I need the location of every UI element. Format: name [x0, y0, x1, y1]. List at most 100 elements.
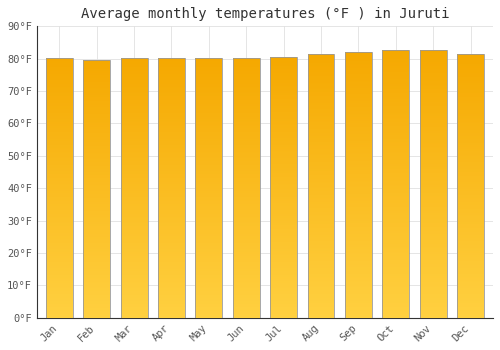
Bar — [345, 91, 372, 93]
Bar — [308, 134, 334, 136]
Bar — [345, 173, 372, 174]
Bar — [345, 110, 372, 111]
Bar — [83, 176, 110, 177]
Bar — [46, 84, 72, 85]
Bar — [270, 198, 297, 200]
Bar — [196, 239, 222, 240]
Bar — [46, 301, 72, 302]
Bar — [196, 74, 222, 75]
Bar — [457, 110, 484, 111]
Bar — [158, 84, 185, 86]
Bar — [345, 217, 372, 218]
Bar — [382, 110, 409, 111]
Bar — [233, 138, 260, 139]
Bar — [120, 126, 148, 127]
Bar — [158, 100, 185, 101]
Bar — [46, 111, 72, 113]
Bar — [382, 211, 409, 212]
Bar — [158, 200, 185, 201]
Bar — [196, 106, 222, 108]
Bar — [46, 146, 72, 148]
Bar — [345, 101, 372, 102]
Bar — [420, 286, 446, 287]
Bar — [308, 233, 334, 235]
Bar — [345, 242, 372, 243]
Bar — [233, 108, 260, 109]
Bar — [382, 193, 409, 195]
Bar — [345, 149, 372, 150]
Bar — [196, 91, 222, 92]
Bar — [457, 248, 484, 250]
Bar — [345, 314, 372, 315]
Bar — [270, 225, 297, 227]
Bar — [345, 82, 372, 84]
Bar — [120, 114, 148, 116]
Bar — [158, 154, 185, 156]
Bar — [233, 126, 260, 127]
Bar — [270, 104, 297, 106]
Bar — [345, 231, 372, 233]
Bar — [158, 122, 185, 123]
Bar — [158, 246, 185, 248]
Bar — [382, 165, 409, 166]
Bar — [420, 262, 446, 263]
Bar — [420, 316, 446, 318]
Bar — [83, 97, 110, 98]
Bar — [196, 196, 222, 197]
Bar — [270, 281, 297, 283]
Bar — [158, 64, 185, 65]
Bar — [158, 103, 185, 104]
Bar — [46, 144, 72, 145]
Bar — [308, 253, 334, 254]
Bar — [270, 172, 297, 173]
Bar — [120, 208, 148, 209]
Bar — [46, 98, 72, 100]
Bar — [46, 157, 72, 158]
Bar — [233, 262, 260, 263]
Bar — [345, 118, 372, 119]
Bar — [270, 287, 297, 288]
Bar — [270, 107, 297, 108]
Bar — [345, 296, 372, 298]
Bar — [46, 257, 72, 258]
Bar — [233, 290, 260, 292]
Bar — [158, 289, 185, 290]
Bar — [457, 199, 484, 201]
Bar — [120, 259, 148, 261]
Bar — [270, 214, 297, 215]
Bar — [457, 65, 484, 66]
Bar — [83, 147, 110, 149]
Bar — [158, 125, 185, 126]
Bar — [196, 176, 222, 178]
Bar — [196, 280, 222, 281]
Bar — [120, 284, 148, 286]
Bar — [270, 215, 297, 216]
Bar — [308, 254, 334, 256]
Bar — [420, 181, 446, 183]
Bar — [158, 105, 185, 106]
Bar — [158, 123, 185, 125]
Bar — [382, 60, 409, 62]
Bar — [308, 273, 334, 274]
Bar — [83, 201, 110, 202]
Bar — [233, 276, 260, 278]
Bar — [233, 178, 260, 179]
Bar — [457, 277, 484, 278]
Bar — [196, 241, 222, 243]
Bar — [420, 133, 446, 134]
Bar — [120, 314, 148, 315]
Bar — [270, 119, 297, 120]
Bar — [158, 287, 185, 288]
Bar — [46, 131, 72, 132]
Bar — [120, 175, 148, 176]
Bar — [420, 248, 446, 250]
Bar — [46, 164, 72, 166]
Bar — [270, 316, 297, 318]
Bar — [233, 204, 260, 205]
Bar — [233, 143, 260, 144]
Bar — [83, 295, 110, 296]
Bar — [382, 292, 409, 294]
Bar — [420, 164, 446, 165]
Bar — [233, 182, 260, 183]
Bar — [120, 108, 148, 109]
